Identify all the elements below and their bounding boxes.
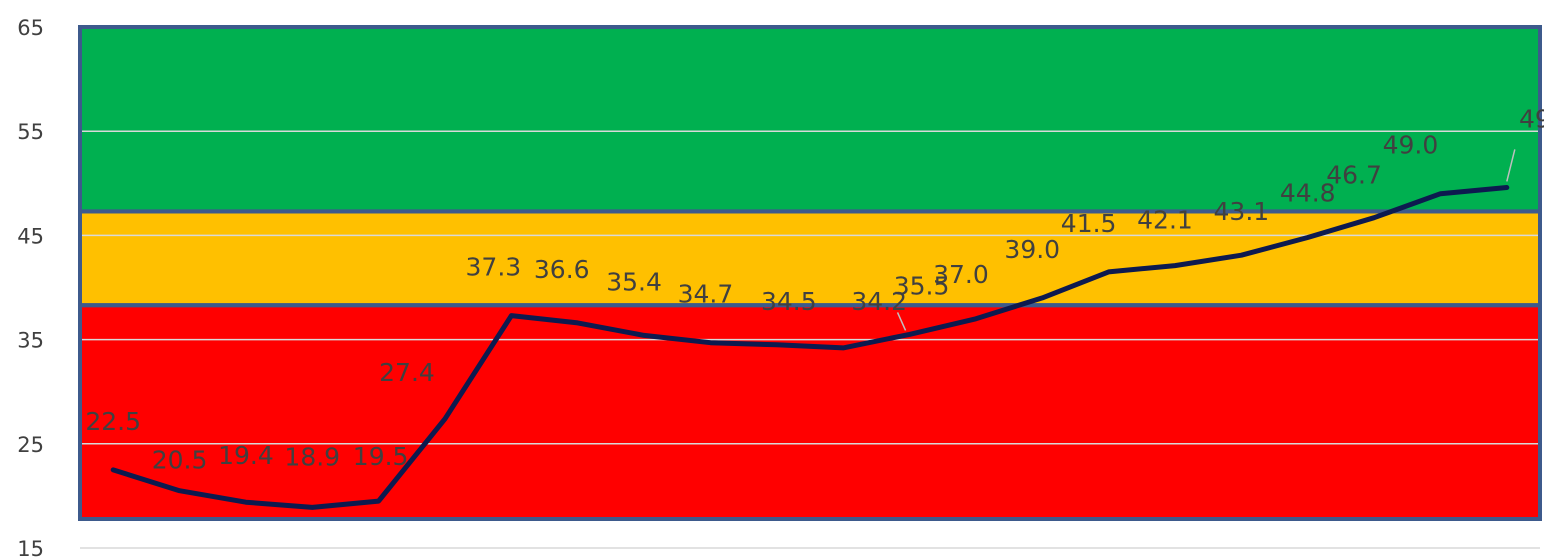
threshold-bands [80,27,1540,519]
data-label: 18.9 [284,442,340,471]
data-label: 35.5 [894,271,950,300]
series-line [110,185,1510,510]
data-label: 41.5 [1061,209,1117,238]
data-label: 19.4 [218,441,274,470]
band-border-2 [78,25,1542,214]
data-label: 49.6 [1519,104,1544,133]
data-label: 36.6 [534,255,590,284]
series-line-group [110,185,1510,510]
y-tick-label: 55 [17,120,44,144]
data-label: 39.0 [1004,235,1060,264]
data-label: 34.7 [678,280,734,309]
data-label: 19.5 [353,442,409,471]
y-axis-ticks: 15 25 35 45 55 65 [17,16,44,559]
data-labels: 22.5 20.5 19.4 18.9 19.5 27.4 37.3 36.6 35.4 34.7… [85,104,1544,474]
data-label: 42.1 [1137,206,1193,235]
data-label: 35.4 [606,267,662,296]
data-label: 27.4 [379,358,435,387]
band-2 [80,27,1540,212]
data-label: 20.5 [152,446,208,475]
y-tick-label: 45 [17,224,44,248]
band-borders [78,25,1542,521]
data-label: 43.1 [1214,197,1270,226]
band-0 [80,305,1540,519]
data-label: 34.2 [851,287,907,316]
data-label: 44.8 [1280,178,1336,207]
band-1 [80,211,1540,306]
leader-line [896,312,907,331]
y-tick-label: 35 [17,329,44,353]
label-leader-lines [896,149,1516,331]
data-label: 49.0 [1383,131,1439,160]
data-label: 37.3 [466,253,522,282]
y-tick-label: 15 [17,537,44,559]
y-tick-label: 65 [17,16,44,40]
data-label: 34.5 [761,287,817,316]
data-label: 46.7 [1326,161,1382,190]
leader-line [1506,149,1516,182]
y-tick-label: 25 [17,433,44,457]
data-label: 22.5 [85,407,141,436]
data-label: 37.0 [933,260,989,289]
